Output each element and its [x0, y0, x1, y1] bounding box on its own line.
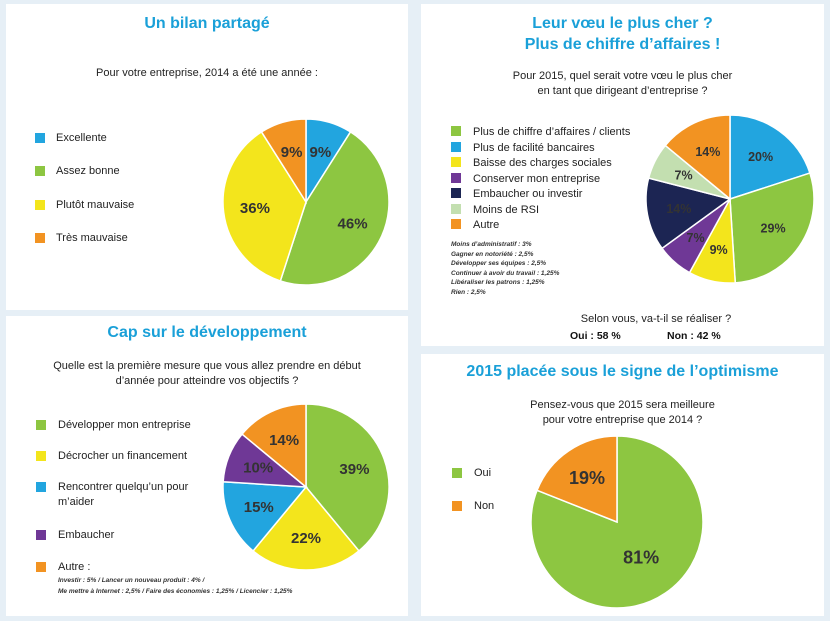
legend-swatch: [451, 188, 461, 198]
pie-chart-bilan: 9% 46% 36% 9%: [222, 118, 390, 286]
pie-slice: [305, 403, 390, 553]
other-note: Investir : 5% / Lancer un nouveau produi…: [58, 577, 205, 584]
legend-swatch: [35, 233, 45, 243]
other-note: Gagner en notoriété : 2,5%: [451, 250, 534, 258]
legend-label: Conserver mon entreprise: [473, 172, 601, 185]
pie-slice: [240, 403, 307, 489]
legend-label-continued: m’aider: [58, 496, 95, 508]
pie-slice: [729, 172, 815, 284]
slice-label: 9%: [710, 243, 728, 257]
legend-swatch: [36, 420, 46, 430]
panel-optimisme: 2015 placée sous le signe de l’optimisme…: [421, 354, 824, 616]
legend-label: Rencontrer quelqu’un pour: [58, 481, 189, 493]
other-note: Continuer à avoir du travail : 1,25%: [451, 269, 560, 277]
legend-swatch: [36, 530, 46, 540]
other-note: Rien : 2,5%: [451, 288, 486, 296]
slice-label: 9%: [310, 144, 332, 161]
slice-label: 9%: [281, 144, 303, 161]
legend-swatch: [36, 482, 46, 492]
panel-developpement: Cap sur le développement Quelle est la p…: [6, 316, 408, 616]
slice-label: 20%: [748, 150, 773, 164]
other-note: Moins d’administratif : 3%: [451, 241, 532, 248]
legend-swatch: [35, 166, 45, 176]
slice-label: 7%: [675, 168, 693, 182]
legend-label: Embaucher ou investir: [473, 188, 583, 200]
slice-label: 29%: [761, 221, 786, 235]
legend-label: Assez bonne: [56, 165, 120, 177]
slice-label: 39%: [339, 461, 369, 478]
legend-swatch: [451, 141, 461, 152]
other-note: Libéraliser les patrons : 1,25%: [451, 279, 545, 286]
slice-label: 14%: [666, 202, 691, 216]
pie-slice: [645, 177, 732, 250]
panel-title-line2: Plus de chiffre d’affaires !: [524, 36, 721, 53]
legend-swatch: [452, 501, 462, 511]
slice-label: 10%: [243, 460, 273, 477]
pie-slice: [536, 435, 618, 524]
pie-slice: [664, 114, 731, 201]
pie-chart-optimisme: 81% 19%: [530, 435, 704, 609]
slice-label: 22%: [291, 530, 321, 547]
legend-label: Plus de chiffre d’affaires / clients: [473, 126, 631, 138]
no-result: Non : 42 %: [667, 330, 721, 342]
question-line2: en tant que dirigeant d’entreprise ?: [537, 85, 708, 97]
legend-label: Très mauvaise: [56, 232, 128, 244]
legend-label: Oui: [474, 467, 492, 479]
question-line1: Pour 2015, quel serait votre vœu le plus…: [512, 70, 733, 82]
pie-chart-developpement: 39% 22% 15% 10% 14%: [222, 403, 390, 571]
sub-question: Selon vous, va-t-il se réaliser ?: [580, 313, 732, 325]
pie-slice: [260, 118, 307, 205]
question-line2: pour votre entreprise que 2014 ?: [542, 414, 703, 426]
other-note: Développer ses équipes : 2,5%: [451, 260, 547, 267]
legend-swatch: [451, 157, 461, 167]
slice-label: 14%: [695, 145, 720, 159]
legend-swatch: [451, 219, 461, 229]
legend-label: Décrocher un financement: [58, 450, 188, 462]
legend-swatch: [36, 451, 46, 461]
legend-swatch: [451, 126, 461, 136]
legend-label: Baisse des charges sociales: [473, 157, 612, 169]
panel-title: Cap sur le développement: [107, 324, 307, 341]
other-note: Me mettre à Internet : 2,5% / Faire des …: [58, 588, 293, 595]
slice-label: 14%: [269, 432, 299, 449]
slice-label: 46%: [338, 215, 368, 232]
legend-label: Plus de facilité bancaires: [473, 141, 595, 154]
legend-label: Plutôt mauvaise: [56, 199, 135, 211]
legend-label: Autre: [473, 219, 500, 231]
legend-swatch: [452, 468, 462, 478]
pie-slice: [729, 114, 811, 201]
legend-label: Non: [474, 500, 495, 512]
question-line1: Pensez-vous que 2015 sera meilleure: [530, 399, 715, 411]
pie-chart-voeu: 20%29%9%7%14%7%14%: [645, 114, 815, 284]
legend-label: Embaucher: [58, 529, 115, 541]
question-text: Pour votre entreprise, 2014 a été une an…: [96, 67, 318, 79]
slice-label: 15%: [244, 499, 274, 516]
panel-title: 2015 placée sous le signe de l’optimisme: [466, 363, 779, 380]
slice-label: 36%: [240, 200, 270, 217]
slice-label: 7%: [687, 231, 705, 245]
panel-bilan: Un bilan partagé Pour votre entreprise, …: [6, 4, 408, 310]
panel-title: Un bilan partagé: [144, 15, 270, 32]
legend-swatch: [451, 203, 461, 214]
pie-slice: [222, 480, 308, 553]
panel-title-line1: Leur vœu le plus cher ?: [532, 15, 713, 32]
pie-slice: [279, 130, 390, 286]
slice-label: 81%: [623, 548, 659, 568]
legend-label: Autre :: [58, 561, 91, 573]
question-line2: d’année pour atteindre vos objectifs ?: [115, 375, 299, 387]
legend-swatch: [35, 200, 45, 210]
pie-slice: [222, 130, 307, 282]
legend-swatch: [36, 562, 46, 572]
yes-result: Oui : 58 %: [570, 330, 621, 342]
question-line1: Quelle est la première mesure que vous a…: [53, 360, 361, 372]
legend-label: Excellente: [56, 132, 107, 144]
legend-label: Développer mon entreprise: [58, 419, 191, 431]
legend-swatch: [35, 133, 45, 143]
legend-swatch: [451, 172, 461, 183]
pie-slice: [252, 485, 360, 571]
panel-voeu: Leur vœu le plus cher ? Plus de chiffre …: [421, 4, 824, 346]
legend-label: Moins de RSI: [473, 203, 540, 216]
slice-label: 19%: [569, 468, 605, 488]
